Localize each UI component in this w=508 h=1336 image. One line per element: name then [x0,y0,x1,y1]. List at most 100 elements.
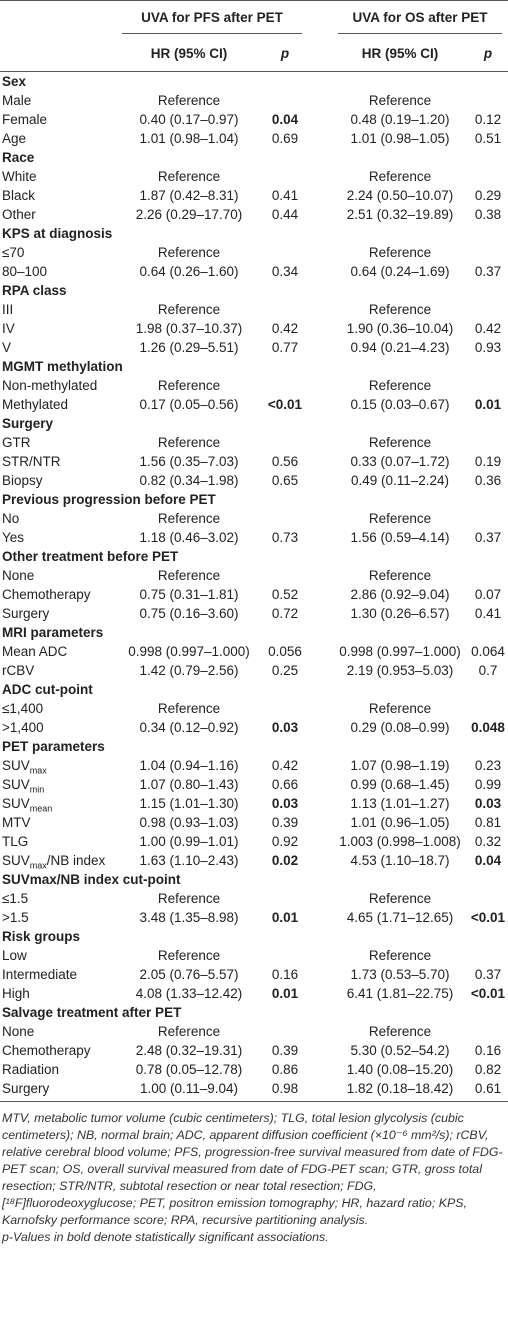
hazard-ratio: Reference [157,245,221,260]
data-row: Yes 1.18 (0.46–3.02) 0.73 1.56 (0.59–4.14) 0… [0,528,508,547]
data-row: Age 1.01 (0.98–1.04) 0.69 1.01 (0.98–1.05) 0… [0,129,508,148]
section-title: MRI parameters [2,625,104,640]
cell: 2.05 (0.76–5.57) [116,965,262,984]
data-row: >1.5 3.48 (1.35–8.98) 0.01 4.65 (1.71–12.65… [0,908,508,927]
hazard-ratio: Reference [157,169,221,184]
data-row: None Reference Reference [0,566,508,585]
data-row: Low Reference Reference [0,946,508,965]
cell: <0.01 [468,984,508,1003]
hazard-ratio: 0.33 (0.07–1.72) [350,454,450,469]
hazard-ratio: 4.53 (1.10–18.7) [350,853,450,868]
cell: 1.07 (0.98–1.19) [308,756,468,775]
cell: 0.65 [262,471,308,490]
data-row: IV 1.98 (0.37–10.37) 0.42 1.90 (0.36–10.04)… [0,319,508,338]
data-row: V 1.26 (0.29–5.51) 0.77 0.94 (0.21–4.23) 0.9… [0,338,508,357]
p-value: 0.12 [474,112,502,127]
label-text: High [2,986,30,1001]
p-value: 0.01 [271,910,299,925]
cell: 1.18 (0.46–3.02) [116,528,262,547]
data-row: Other 2.26 (0.29–17.70) 0.44 2.51 (0.32–19.… [0,205,508,224]
label-text: rCBV [2,663,35,678]
hazard-ratio: 0.49 (0.11–2.24) [350,473,450,488]
p-value: 0.92 [271,834,299,849]
row-label: Low [0,946,116,965]
label-text: SUV [2,853,30,868]
p-value: 0.42 [271,321,299,336]
hazard-ratio: 2.48 (0.32–19.31) [135,1043,243,1058]
hazard-ratio: Reference [157,378,221,393]
table-body: UVA for PFS after PET UVA for OS after P… [0,0,508,1102]
cell: 0.48 (0.19–1.20) [308,110,468,129]
cell: 0.69 [262,129,308,148]
cell: 0.29 (0.08–0.99) [308,718,468,737]
label-text: No [2,511,20,526]
hazard-ratio: 0.98 (0.93–1.03) [139,815,239,830]
cell: 0.86 [262,1060,308,1079]
hazard-ratio: 1.18 (0.46–3.02) [139,530,239,545]
cell: 0.03 [262,794,308,813]
label-text: STR/NTR [2,454,61,469]
hazard-ratio: Reference [157,435,221,450]
label-text: White [2,169,37,184]
label-text: Black [2,188,36,203]
row-label: None [0,1022,116,1041]
cell: 1.15 (1.01–1.30) [116,794,262,813]
label-text: Mean ADC [2,644,68,659]
hazard-ratio: Reference [368,245,432,260]
label-text: ≤1.5 [2,891,29,906]
label-subscript: max [29,765,47,776]
hazard-ratio: Reference [157,568,221,583]
cell: 0.81 [468,813,508,832]
cell: 0.38 [468,205,508,224]
section-row: Surgery [0,414,508,433]
group-header: UVA for PFS after PET [122,3,302,34]
label-text: SUV [2,796,30,811]
cell: 2.26 (0.29–17.70) [116,205,262,224]
row-label: Chemotherapy [0,585,116,604]
section-title: ADC cut-point [2,682,93,697]
p-value: 0.37 [474,530,502,545]
cell [262,243,308,262]
cell: Reference [116,1022,262,1041]
label-text: Surgery [2,606,50,621]
hazard-ratio: 1.56 (0.59–4.14) [350,530,450,545]
cell: <0.01 [468,908,508,927]
cell [468,243,508,262]
p-value: 0.72 [271,606,299,621]
data-row: MTV 0.98 (0.93–1.03) 0.39 1.01 (0.96–1.05) 0… [0,813,508,832]
hazard-ratio: 1.003 (0.998–1.008) [339,834,461,849]
cell: 1.63 (1.10–2.43) [116,851,262,870]
hazard-ratio: Reference [368,568,432,583]
label-text: ≤70 [2,245,25,260]
p-value: 0.7 [478,663,498,678]
hazard-ratio: 2.19 (0.953–5.03) [346,663,454,678]
cell [262,1022,308,1041]
hazard-ratio: 1.87 (0.42–8.31) [139,188,239,203]
cell: 0.03 [262,718,308,737]
cell [262,566,308,585]
p-value: 0.51 [474,131,502,146]
cell: Reference [116,243,262,262]
label-subscript: mean [29,803,53,814]
cell: 0.37 [468,965,508,984]
p-value: 0.41 [474,606,502,621]
cell: Reference [116,91,262,110]
hazard-ratio: 0.48 (0.19–1.20) [350,112,450,127]
hazard-ratio: 0.40 (0.17–0.97) [139,112,239,127]
row-label: ≤70 [0,243,116,262]
cell: 4.53 (1.10–18.7) [308,851,468,870]
hazard-ratio: 4.65 (1.71–12.65) [346,910,454,925]
row-label: Age [0,129,116,148]
label-subscript: min [29,784,45,795]
p-value: 0.048 [471,720,505,735]
cell: Reference [308,300,468,319]
label-text: >1.5 [2,910,29,925]
cell: 0.998 (0.997–1.000) [308,642,468,661]
cell: 3.48 (1.35–8.98) [116,908,262,927]
cell [468,1022,508,1041]
row-label: Radiation [0,1060,116,1079]
cell: Reference [116,300,262,319]
section-row: KPS at diagnosis [0,224,508,243]
hazard-ratio: 5.30 (0.52–54.2) [350,1043,450,1058]
